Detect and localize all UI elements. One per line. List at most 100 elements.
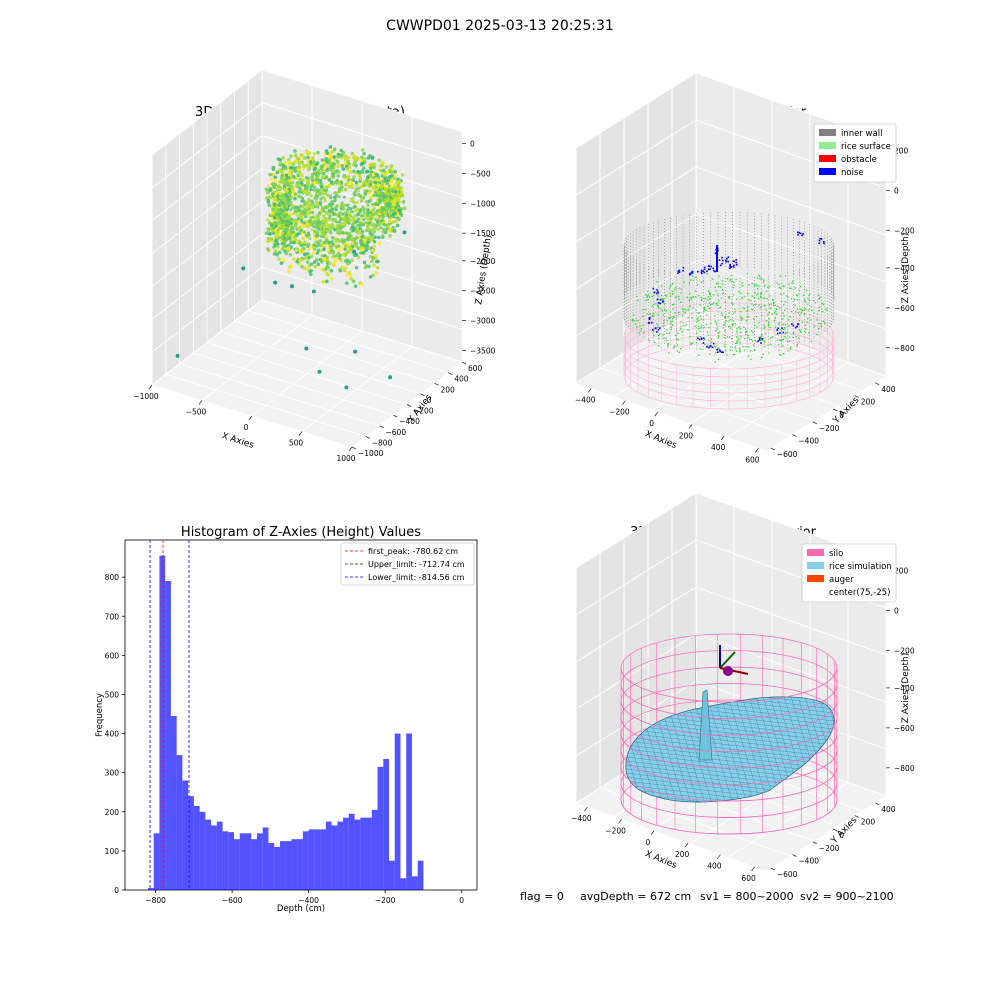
rice-surface-point bbox=[747, 316, 749, 318]
rice-surface-point bbox=[680, 288, 682, 290]
z-tick-label: −500 bbox=[470, 169, 491, 178]
raw-point bbox=[359, 251, 363, 255]
raw-outlier-point bbox=[290, 284, 294, 289]
rice-surface-point bbox=[714, 346, 717, 348]
raw-point bbox=[295, 217, 299, 222]
rice-surface-point bbox=[747, 306, 749, 308]
rice-surface-point bbox=[642, 324, 644, 326]
raw-point bbox=[278, 157, 283, 162]
rice-surface-point bbox=[690, 342, 692, 344]
noise-point bbox=[782, 331, 785, 334]
noise-point bbox=[657, 302, 660, 304]
raw-point bbox=[271, 167, 276, 171]
noise-point bbox=[799, 232, 802, 235]
rice-surface-point bbox=[681, 308, 684, 310]
rice-surface-point bbox=[698, 354, 700, 357]
raw-point bbox=[358, 210, 362, 214]
rice-surface-point bbox=[646, 290, 649, 293]
noise-point bbox=[648, 322, 651, 324]
raw-point bbox=[340, 246, 345, 250]
rice-surface-point bbox=[757, 298, 760, 300]
rice-surface-point bbox=[761, 315, 763, 317]
histogram-bar bbox=[222, 831, 229, 890]
histogram-bar bbox=[153, 833, 160, 890]
raw-point bbox=[330, 235, 335, 240]
raw-point bbox=[301, 256, 306, 261]
raw-point bbox=[385, 184, 389, 189]
rice-surface-point bbox=[748, 338, 751, 340]
rice-surface-point bbox=[687, 316, 689, 319]
rice-surface-point bbox=[636, 296, 638, 298]
sim-legend-swatch bbox=[807, 562, 824, 569]
noise-point bbox=[729, 263, 731, 266]
noise-point bbox=[797, 323, 800, 326]
raw-point bbox=[292, 211, 296, 216]
y-tick-mark bbox=[792, 854, 797, 857]
rice-surface-point bbox=[737, 337, 739, 339]
raw-point bbox=[316, 248, 321, 252]
rice-surface-point bbox=[659, 333, 661, 335]
raw-point bbox=[314, 162, 319, 166]
noise-point bbox=[796, 325, 798, 328]
raw-point bbox=[364, 264, 369, 268]
raw-point bbox=[393, 206, 398, 210]
raw-point bbox=[395, 223, 400, 228]
rice-surface-point bbox=[710, 322, 712, 325]
rice-surface-point bbox=[707, 299, 709, 301]
rice-surface-point bbox=[818, 298, 821, 300]
rice-surface-point bbox=[729, 349, 731, 351]
rice-surface-point bbox=[773, 304, 775, 306]
rice-surface-point bbox=[662, 314, 664, 316]
raw-point bbox=[269, 177, 273, 181]
noise-point bbox=[758, 339, 761, 341]
rice-surface-point bbox=[727, 325, 730, 328]
rice-surface-point bbox=[753, 318, 755, 320]
rice-surface-point bbox=[668, 332, 671, 335]
raw-point bbox=[359, 223, 363, 227]
rice-surface-point bbox=[757, 292, 759, 294]
rice-surface-point bbox=[703, 326, 705, 329]
rice-surface-point bbox=[688, 299, 691, 301]
z-tick-label: 0 bbox=[894, 186, 899, 195]
x-tick-label: 200 bbox=[675, 850, 690, 859]
rice-surface-point bbox=[674, 334, 677, 337]
raw-point bbox=[307, 191, 311, 195]
rice-surface-point bbox=[663, 319, 665, 322]
noise-point bbox=[732, 266, 735, 268]
rice-surface-point bbox=[707, 296, 709, 298]
rice-surface-point bbox=[700, 326, 702, 328]
raw-point bbox=[302, 224, 307, 229]
raw-point bbox=[308, 160, 313, 164]
raw-point bbox=[331, 207, 335, 211]
z-tick-label: −600 bbox=[894, 304, 915, 313]
raw-point bbox=[308, 236, 312, 241]
rice-surface-point bbox=[764, 305, 766, 307]
sim-grid-z bbox=[575, 539, 697, 616]
raw-point bbox=[398, 194, 403, 198]
y-tick-mark bbox=[420, 393, 425, 397]
rice-surface-point bbox=[805, 324, 807, 326]
rice-surface-point bbox=[697, 312, 700, 314]
rice-surface-point bbox=[810, 319, 812, 321]
noise-point bbox=[719, 349, 721, 352]
raw-point bbox=[359, 162, 364, 167]
rice-surface-point bbox=[677, 311, 680, 313]
rice-surface-point bbox=[757, 341, 759, 343]
z-tick-label: −800 bbox=[894, 764, 915, 773]
rice-surface-point bbox=[782, 328, 784, 331]
rice-surface-point bbox=[783, 304, 785, 306]
histogram-bars bbox=[147, 555, 424, 890]
rice-surface-point bbox=[684, 312, 686, 314]
rice-surface-point bbox=[788, 340, 791, 342]
rice-surface-point bbox=[673, 347, 675, 349]
raw-point bbox=[284, 251, 289, 256]
y-tick-mark bbox=[875, 802, 880, 806]
raw-point bbox=[345, 181, 349, 186]
rice-surface-point bbox=[701, 298, 703, 300]
rice-surface-point bbox=[742, 307, 745, 309]
rice-surface-point bbox=[736, 330, 738, 332]
rice-surface-point bbox=[742, 345, 744, 348]
noise-point bbox=[710, 265, 713, 268]
simulation-3d-plot: 3D simulation of Silo Interior−400−20002… bbox=[571, 492, 915, 883]
raw-point bbox=[397, 200, 401, 204]
